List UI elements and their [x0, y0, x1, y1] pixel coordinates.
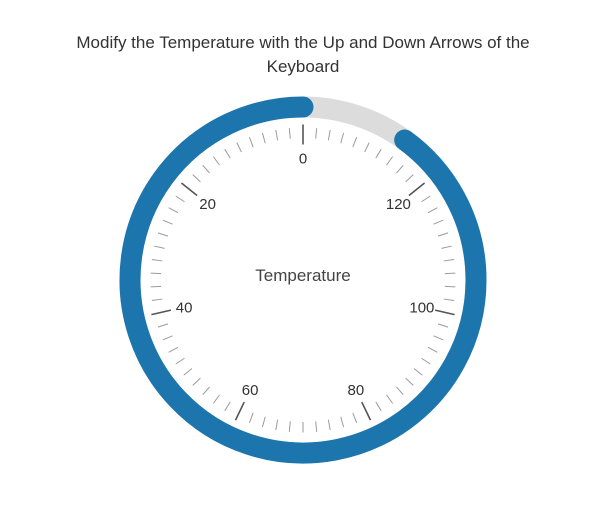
tick-minor [421, 195, 431, 203]
tick-minor [340, 416, 345, 428]
tick-minor [224, 401, 231, 412]
tick-minor [261, 416, 266, 428]
tick-minor [248, 413, 254, 424]
knob-center-label: Temperature [255, 266, 350, 285]
page-title: Modify the Temperature with the Up and D… [76, 33, 530, 77]
tick-minor [375, 401, 382, 412]
tick-minor [202, 165, 210, 174]
tick-minor [212, 156, 220, 166]
tick-major [408, 182, 426, 197]
tick-minor [327, 419, 331, 431]
tick-minor [433, 219, 444, 225]
tick-minor [151, 298, 163, 302]
tick-minor [261, 133, 266, 144]
tick-minor [175, 358, 185, 365]
tick-minor [421, 358, 431, 365]
tick-minor [275, 130, 279, 141]
tick-minor [437, 323, 449, 328]
knob-progress-arc[interactable] [119, 96, 487, 464]
scale-label-80: 80 [348, 382, 365, 399]
tick-minor [315, 421, 318, 433]
tick-minor [396, 386, 404, 396]
scale-label-60: 60 [242, 382, 259, 399]
tick-minor [405, 378, 414, 387]
tick-minor [386, 156, 394, 166]
tick-minor [443, 259, 455, 262]
tick-minor [151, 259, 163, 262]
tick-minor [364, 142, 370, 153]
tick-minor [154, 245, 165, 250]
tick-minor [192, 378, 201, 387]
tick-minor [352, 413, 358, 424]
knob-gauge-svg: 0 20 40 60 80 100 120 Temperature [119, 96, 487, 464]
tick-minor [405, 174, 414, 183]
tick-minor [315, 128, 318, 139]
tick-major [234, 401, 245, 421]
tick-minor [327, 130, 331, 141]
tick-minor [236, 142, 242, 153]
tick-major [151, 309, 172, 316]
tick-major [434, 309, 455, 316]
tick-minor [433, 335, 444, 341]
tick-minor [396, 165, 404, 174]
scale-label-20: 20 [199, 196, 216, 213]
tick-minor [157, 323, 169, 328]
tick-minor [275, 419, 279, 431]
tick-minor [162, 219, 173, 225]
tick-minor [157, 232, 169, 237]
tick-minor [202, 386, 210, 396]
tick-minor [427, 347, 438, 353]
tick-minor [437, 232, 449, 237]
tick-minor [340, 133, 345, 144]
tick-minor [248, 137, 254, 148]
scale-label-40: 40 [176, 300, 193, 317]
tick-minor [168, 347, 179, 353]
scale-label-0: 0 [299, 151, 307, 168]
tick-minor [162, 335, 173, 341]
tick-minor [352, 137, 358, 148]
tick-minor [192, 174, 201, 183]
tick-minor [386, 394, 394, 404]
tick-major [361, 401, 372, 421]
tick-minor [288, 421, 291, 433]
tick-major [180, 182, 198, 197]
knob-scale-labels: 0 20 40 60 80 100 120 [176, 151, 435, 400]
tick-minor [288, 128, 291, 139]
tick-minor [413, 368, 423, 376]
temperature-knob[interactable]: 0 20 40 60 80 100 120 Temperature [111, 88, 495, 472]
tick-minor [168, 207, 179, 214]
tick-minor [441, 245, 452, 250]
tick-minor [212, 394, 220, 404]
tick-minor [175, 195, 185, 203]
scale-label-100: 100 [409, 300, 434, 317]
knob-ticks [150, 124, 456, 433]
tick-minor [427, 207, 438, 214]
tick-minor [375, 149, 382, 159]
tick-minor [443, 298, 455, 302]
tick-minor [183, 368, 193, 376]
scale-label-120: 120 [386, 196, 411, 213]
tick-minor [224, 149, 231, 159]
